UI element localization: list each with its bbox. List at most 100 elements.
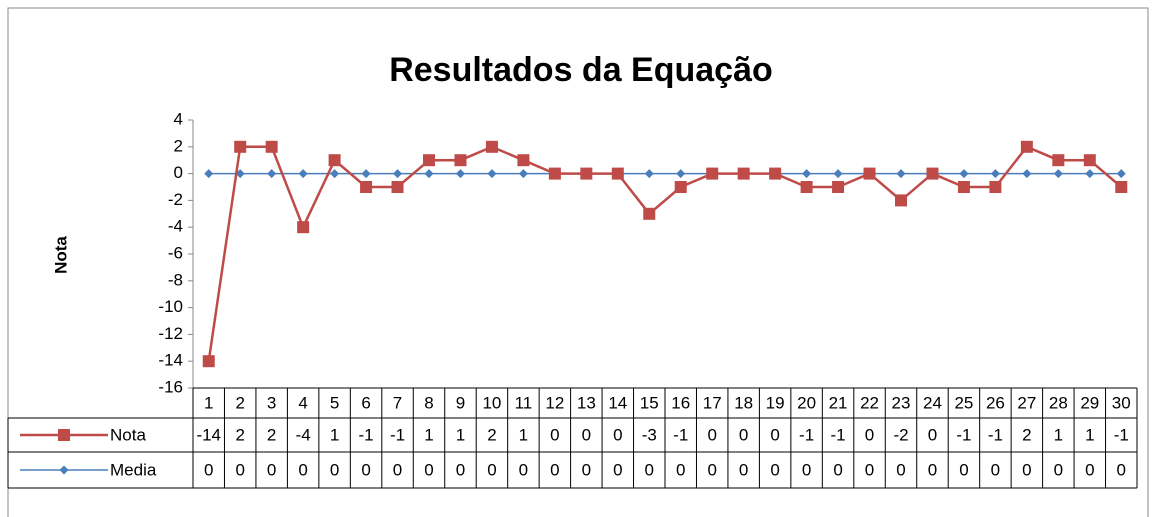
marker (769, 167, 782, 180)
x-tick-label: 6 (361, 393, 370, 412)
x-tick-label: 17 (703, 393, 722, 412)
y-tick-label: -10 (158, 297, 183, 316)
x-tick-label: 26 (986, 393, 1005, 412)
table-value: 0 (865, 460, 874, 479)
x-tick-label: 1 (204, 393, 213, 412)
table-value: -14 (196, 425, 221, 444)
marker (455, 169, 465, 179)
x-tick-label: 25 (954, 393, 973, 412)
table-value: 0 (739, 425, 748, 444)
table-value: -1 (831, 425, 846, 444)
x-tick-label: 18 (734, 393, 753, 412)
marker (202, 355, 215, 368)
y-tick-label: 4 (174, 109, 183, 128)
marker (204, 169, 214, 179)
legend-label: Nota (110, 425, 146, 444)
table-value: 0 (235, 460, 244, 479)
x-tick-label: 12 (545, 393, 564, 412)
table-value: -2 (893, 425, 908, 444)
table-value: 0 (1054, 460, 1063, 479)
x-tick-label: 4 (298, 393, 307, 412)
table-value: 0 (550, 425, 559, 444)
marker (265, 140, 278, 153)
x-tick-label: 28 (1049, 393, 1068, 412)
table-value: 1 (1054, 425, 1063, 444)
table-value: -1 (359, 425, 374, 444)
marker (1083, 154, 1096, 167)
marker (518, 169, 528, 179)
marker (391, 181, 404, 193)
marker (330, 169, 340, 179)
marker (454, 154, 467, 167)
table-value: 0 (991, 460, 1000, 479)
table-value: 0 (613, 460, 622, 479)
table-value: 0 (550, 460, 559, 479)
table-value: 0 (1085, 460, 1094, 479)
marker (298, 169, 308, 179)
x-tick-label: 14 (608, 393, 627, 412)
marker (832, 181, 845, 193)
y-tick-label: -8 (168, 270, 183, 289)
marker (1022, 169, 1032, 179)
marker (393, 169, 403, 179)
table-value: 2 (1022, 425, 1031, 444)
x-tick-label: 7 (393, 393, 402, 412)
x-tick-label: 21 (829, 393, 848, 412)
table-value: 0 (770, 460, 779, 479)
table-value: 0 (928, 460, 937, 479)
marker (989, 181, 1002, 193)
x-tick-label: 20 (797, 393, 816, 412)
table-value: 0 (582, 460, 591, 479)
x-tick-label: 30 (1112, 393, 1131, 412)
table-value: 0 (739, 460, 748, 479)
table-value: -3 (642, 425, 657, 444)
table-value: 1 (424, 425, 433, 444)
table-value: 0 (204, 460, 213, 479)
marker (926, 167, 939, 180)
y-tick-label: 2 (174, 136, 183, 155)
table-value: 1 (456, 425, 465, 444)
table-value: 0 (582, 425, 591, 444)
marker (297, 221, 310, 234)
marker (1020, 140, 1033, 153)
table-value: 2 (267, 425, 276, 444)
marker (328, 154, 341, 167)
chart-title: Resultados da Equação (389, 51, 773, 89)
table-value: 0 (645, 460, 654, 479)
table-value: 1 (1085, 425, 1094, 444)
x-tick-label: 22 (860, 393, 879, 412)
y-axis-title: Nota (51, 236, 70, 274)
table-value: 0 (959, 460, 968, 479)
table-value: 0 (424, 460, 433, 479)
marker (957, 181, 970, 193)
table-value: -1 (1114, 425, 1129, 444)
marker (1085, 169, 1095, 179)
x-tick-label: 15 (640, 393, 659, 412)
table-value: -4 (296, 425, 311, 444)
x-tick-label: 16 (671, 393, 690, 412)
marker (737, 167, 750, 180)
table-value: -1 (956, 425, 971, 444)
marker (1053, 169, 1063, 179)
table-value: 0 (267, 460, 276, 479)
marker (895, 194, 907, 207)
table-value: -1 (673, 425, 688, 444)
table-value: 0 (1022, 460, 1031, 479)
table-value: 0 (456, 460, 465, 479)
x-tick-label: 2 (235, 393, 244, 412)
marker (863, 167, 876, 180)
y-tick-label: -2 (168, 190, 183, 209)
chart-frame (7, 7, 1149, 517)
marker (59, 465, 69, 475)
x-tick-label: 10 (482, 393, 501, 412)
x-tick-label: 23 (892, 393, 911, 412)
x-tick-label: 3 (267, 393, 276, 412)
y-tick-label: -14 (158, 351, 183, 370)
x-tick-label: 24 (923, 393, 942, 412)
table-value: 0 (519, 460, 528, 479)
marker (674, 181, 687, 193)
marker (644, 169, 654, 179)
table-value: 0 (487, 460, 496, 479)
table-value: 0 (393, 460, 402, 479)
marker (896, 169, 906, 179)
